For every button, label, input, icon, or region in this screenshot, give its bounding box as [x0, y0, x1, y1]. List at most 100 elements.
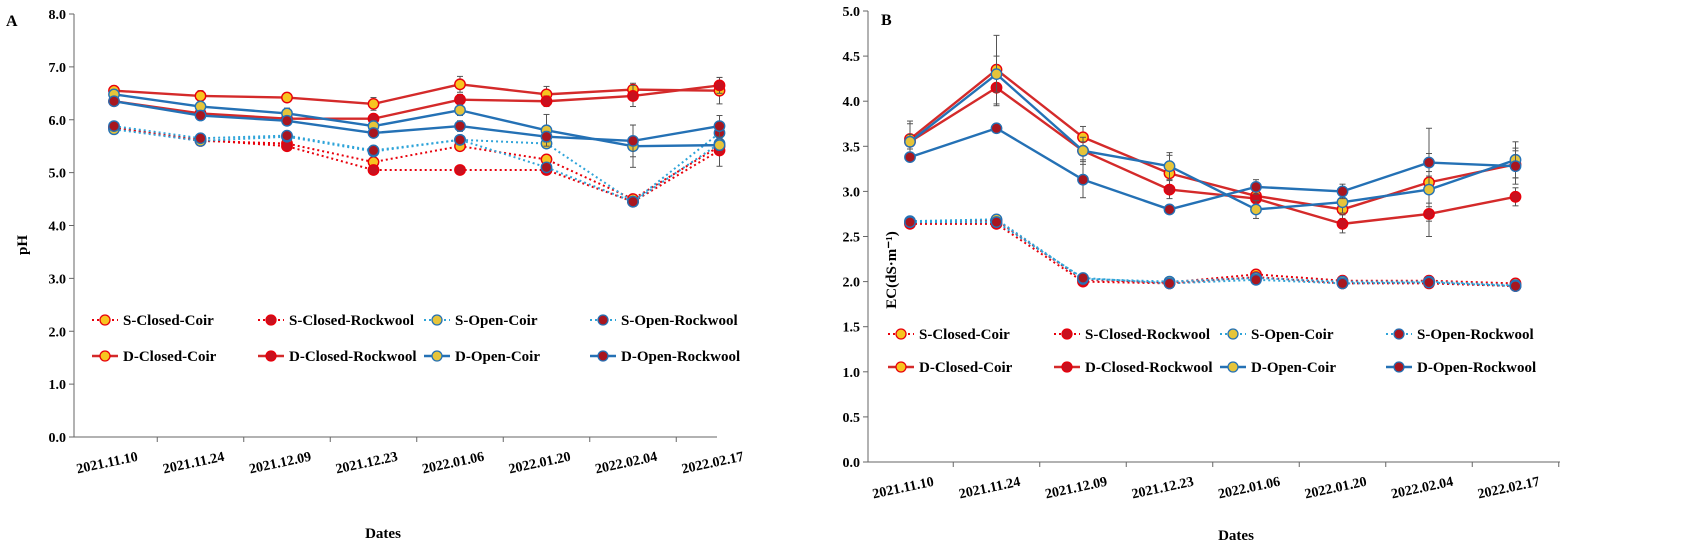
- y-tick-label: 3.5: [843, 140, 861, 155]
- x-tick-label: 2021.11.10: [75, 450, 139, 478]
- legend-label: S-Open-Rockwool: [1417, 327, 1534, 343]
- y-axis-title-b: EC(dS·m⁻¹): [884, 231, 900, 308]
- data-point: [1077, 144, 1089, 157]
- data-point: [990, 68, 1003, 81]
- data-point: [627, 134, 639, 147]
- y-tick-label: 5.0: [843, 5, 861, 20]
- y-tick-label: 8.0: [49, 8, 67, 23]
- series-line: [113, 125, 721, 203]
- data-point: [367, 97, 380, 110]
- y-tick-label: 1.5: [843, 321, 861, 336]
- data-point: [627, 195, 639, 208]
- legend-label: S-Open-Coir: [1251, 327, 1334, 343]
- y-tick-label: 0.5: [843, 411, 861, 426]
- data-point: [1423, 276, 1435, 289]
- data-point: [1423, 208, 1435, 220]
- series-line: [113, 93, 720, 148]
- legend-label: S-Closed-Rockwool: [1085, 327, 1210, 343]
- x-tick-label: 2021.12.09: [1044, 475, 1109, 503]
- data-point: [904, 135, 916, 148]
- series-d-open-rockwool: [904, 122, 1522, 216]
- y-tick-label: 5.0: [49, 167, 67, 182]
- y-tick-label: 3.0: [843, 185, 861, 200]
- x-tick-label: 2022.01.06: [1217, 475, 1282, 503]
- legend-entry: S-Open-Rockwool: [1386, 327, 1534, 343]
- legend-entry: S-Closed-Coir: [888, 327, 1010, 343]
- legend-label: S-Closed-Rockwool: [289, 313, 414, 329]
- legend-entry: D-Closed-Rockwool: [1054, 360, 1213, 376]
- x-tick-label: 2021.12.23: [334, 450, 399, 478]
- x-tick-label: 2022.02.04: [594, 450, 659, 478]
- legend-marker: [1227, 328, 1239, 340]
- series-line: [909, 218, 1516, 287]
- series-line: [910, 221, 1516, 288]
- data-point: [454, 120, 466, 132]
- data-point: [1336, 277, 1349, 290]
- legend-entry: D-Closed-Coir: [92, 349, 217, 365]
- data-point: [1250, 273, 1262, 286]
- y-tick-label: 0.0: [49, 431, 67, 446]
- legend-marker: [1227, 361, 1239, 373]
- data-point: [194, 132, 207, 145]
- y-tick-label: 7.0: [49, 61, 67, 76]
- legend-label: D-Closed-Rockwool: [289, 349, 417, 365]
- legend-label: S-Closed-Coir: [123, 313, 214, 329]
- data-point: [108, 95, 120, 108]
- legend-label: D-Open-Coir: [455, 349, 540, 365]
- legend-entry: S-Closed-Coir: [92, 313, 214, 329]
- series-line: [909, 72, 1516, 211]
- legend-marker: [1393, 361, 1405, 373]
- legend-label: S-Open-Coir: [455, 313, 538, 329]
- data-point: [627, 90, 639, 102]
- x-tick-label: 2021.12.09: [248, 450, 313, 478]
- y-tick-label: 4.0: [49, 220, 67, 235]
- legend-marker: [895, 328, 907, 340]
- legend-entry: D-Open-Rockwool: [590, 349, 740, 365]
- data-point: [904, 216, 916, 228]
- legend-entry: D-Open-Coir: [1220, 360, 1336, 376]
- x-tick-label: 2021.12.23: [1130, 475, 1195, 503]
- legend-entry: S-Open-Rockwool: [590, 313, 738, 329]
- x-tick-label: 2021.11.24: [162, 450, 226, 478]
- y-tick-label: 2.0: [843, 276, 861, 291]
- legend-marker: [1061, 361, 1073, 373]
- legend-entry: S-Closed-Rockwool: [258, 313, 414, 329]
- legend-label: S-Open-Rockwool: [621, 313, 738, 329]
- data-point: [713, 79, 726, 92]
- series-line: [909, 68, 1516, 211]
- data-point: [713, 139, 726, 152]
- y-tick-label: 6.0: [49, 114, 67, 129]
- data-point: [1077, 173, 1089, 186]
- legend-label: D-Open-Rockwool: [621, 349, 740, 365]
- data-point: [454, 93, 466, 106]
- x-tick-label: 2021.11.10: [871, 475, 935, 503]
- legend-marker: [895, 361, 907, 373]
- x-tick-label: 2022.01.06: [421, 450, 486, 478]
- series-d-closed-rockwool: [904, 69, 1522, 234]
- data-point: [1509, 280, 1522, 293]
- data-point: [713, 120, 726, 132]
- x-axis-title-b: Dates: [1218, 528, 1254, 544]
- legend-marker: [265, 350, 277, 362]
- legend-entry: S-Open-Coir: [1220, 327, 1334, 343]
- data-point: [1163, 277, 1176, 290]
- legend-entry: D-Open-Rockwool: [1386, 360, 1536, 376]
- panel-label-a: A: [6, 13, 18, 30]
- legend-label: D-Open-Rockwool: [1417, 360, 1536, 376]
- legend-marker: [1393, 328, 1405, 340]
- data-point: [1163, 183, 1176, 196]
- legend-marker: [431, 314, 443, 326]
- legend-label: S-Closed-Coir: [919, 327, 1010, 343]
- x-axis-title-a: Dates: [365, 526, 401, 542]
- data-point: [367, 164, 380, 176]
- data-point: [904, 151, 916, 164]
- legend-entry: D-Open-Coir: [424, 349, 540, 365]
- legend-entry: D-Closed-Coir: [888, 360, 1013, 376]
- data-point: [281, 129, 293, 142]
- series-line: [909, 86, 1516, 226]
- legend-marker: [99, 350, 111, 362]
- data-point: [454, 104, 466, 117]
- y-tick-label: 3.0: [49, 272, 67, 287]
- data-point: [454, 133, 466, 146]
